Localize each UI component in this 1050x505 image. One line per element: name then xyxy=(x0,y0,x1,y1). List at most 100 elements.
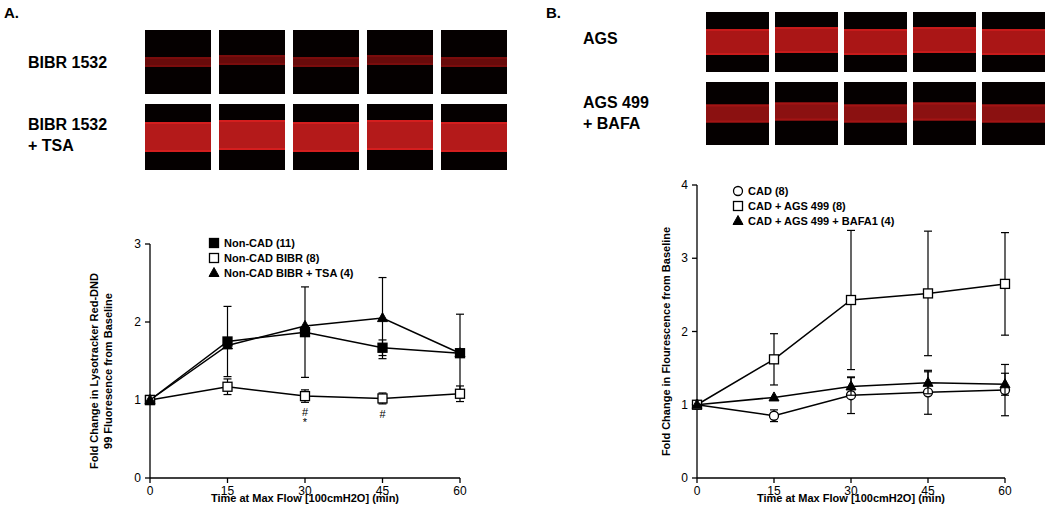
error-cap xyxy=(924,414,932,415)
error-cap xyxy=(224,306,232,307)
legend-marker xyxy=(734,202,743,211)
annotation: # xyxy=(379,408,386,420)
legend-entry: Non-CAD BIBR + TSA (4) xyxy=(209,267,354,279)
error-bar xyxy=(224,379,232,395)
error-cap xyxy=(924,370,932,371)
error-cap xyxy=(770,409,778,410)
y-tick xyxy=(145,321,150,322)
marker xyxy=(692,399,702,408)
micrograph xyxy=(775,12,838,72)
vessel xyxy=(913,27,976,53)
vessel xyxy=(367,120,433,150)
legend-marker xyxy=(209,268,219,277)
error-cap xyxy=(379,358,387,359)
error-cap xyxy=(301,389,309,390)
error-cap xyxy=(224,378,232,379)
vessel-wall xyxy=(219,120,285,122)
vessel-wall xyxy=(367,148,433,150)
vessel xyxy=(293,122,359,152)
error-cap xyxy=(301,286,309,287)
x-tick xyxy=(459,478,460,483)
x-tick-label: 60 xyxy=(998,484,1012,498)
marker xyxy=(378,313,388,322)
micrograph xyxy=(145,104,211,170)
vessel-wall xyxy=(913,103,976,105)
vessel-wall xyxy=(367,63,433,65)
vessel xyxy=(913,103,976,121)
error-bar xyxy=(924,231,932,356)
x-axis-label: Time at Max Flow [100cmH2O] (min) xyxy=(211,492,399,504)
legend-label: CAD + AGS 499 (8) xyxy=(748,200,846,212)
marker xyxy=(146,396,155,405)
legend-entry: Non-CAD (11) xyxy=(210,237,296,249)
vessel-wall xyxy=(913,27,976,29)
error-cap xyxy=(924,231,932,232)
error-cap xyxy=(847,230,855,231)
vessel-wall xyxy=(441,57,507,59)
marker xyxy=(378,394,387,403)
error-cap xyxy=(1001,373,1009,374)
marker xyxy=(456,349,465,358)
marker xyxy=(693,400,702,409)
error-cap xyxy=(924,371,932,372)
error-bar xyxy=(847,230,855,369)
micrograph xyxy=(775,82,838,145)
micrograph xyxy=(844,82,907,145)
x-tick-label: 60 xyxy=(453,484,467,498)
y-axis-label: 99 Fluoresence from Baseline xyxy=(102,293,114,449)
vessel-wall xyxy=(982,121,1045,123)
error-bar xyxy=(770,334,778,385)
vessel xyxy=(441,122,507,152)
legend-label: CAD (8) xyxy=(748,185,789,197)
error-bar xyxy=(301,390,309,402)
error-cap xyxy=(770,333,778,334)
vessel-wall xyxy=(293,57,359,59)
error-bar xyxy=(924,370,932,414)
y-tick-label: 0 xyxy=(134,471,141,485)
legend-label: Non-CAD BIBR (8) xyxy=(224,252,320,264)
marker xyxy=(145,395,155,404)
vessel-wall xyxy=(706,105,769,107)
legend-label: CAD + AGS 499 + BAFA1 (4) xyxy=(748,215,895,227)
plot-area xyxy=(692,230,1010,421)
vessel-wall xyxy=(441,150,507,152)
vessel xyxy=(367,55,433,65)
y-tick-label: 3 xyxy=(681,251,688,265)
panel-label: A. xyxy=(4,4,19,21)
error-bar xyxy=(1001,233,1009,336)
vessel-wall xyxy=(367,120,433,122)
error-cap xyxy=(847,413,855,414)
vessel xyxy=(775,103,838,121)
x-tick xyxy=(850,478,851,483)
vessel-wall xyxy=(982,53,1045,55)
marker xyxy=(769,392,779,401)
vessel-wall xyxy=(706,121,769,123)
marker xyxy=(847,296,856,305)
marker xyxy=(455,348,465,357)
error-bar xyxy=(1001,364,1009,415)
y-tick xyxy=(692,331,697,332)
x-tick-label: 0 xyxy=(694,484,701,498)
marker xyxy=(1001,279,1010,288)
vessel xyxy=(219,55,285,65)
micrograph xyxy=(844,12,907,72)
row-label: + TSA xyxy=(28,137,74,154)
row-label: BIBR 1532 xyxy=(28,54,107,71)
vessel xyxy=(441,57,507,67)
error-cap xyxy=(456,401,464,402)
marker xyxy=(770,411,779,420)
vessel-wall xyxy=(145,150,211,152)
error-cap xyxy=(847,376,855,377)
plot-area xyxy=(145,278,465,405)
vessel-wall xyxy=(844,53,907,55)
x-tick xyxy=(696,478,697,483)
micrograph xyxy=(293,30,359,94)
vessel-wall xyxy=(219,55,285,57)
vessel xyxy=(706,105,769,123)
vessel xyxy=(775,27,838,53)
annotation: * xyxy=(303,416,308,428)
error-bar xyxy=(770,410,778,422)
error-cap xyxy=(847,369,855,370)
error-cap xyxy=(224,376,232,377)
vessel xyxy=(982,105,1045,123)
